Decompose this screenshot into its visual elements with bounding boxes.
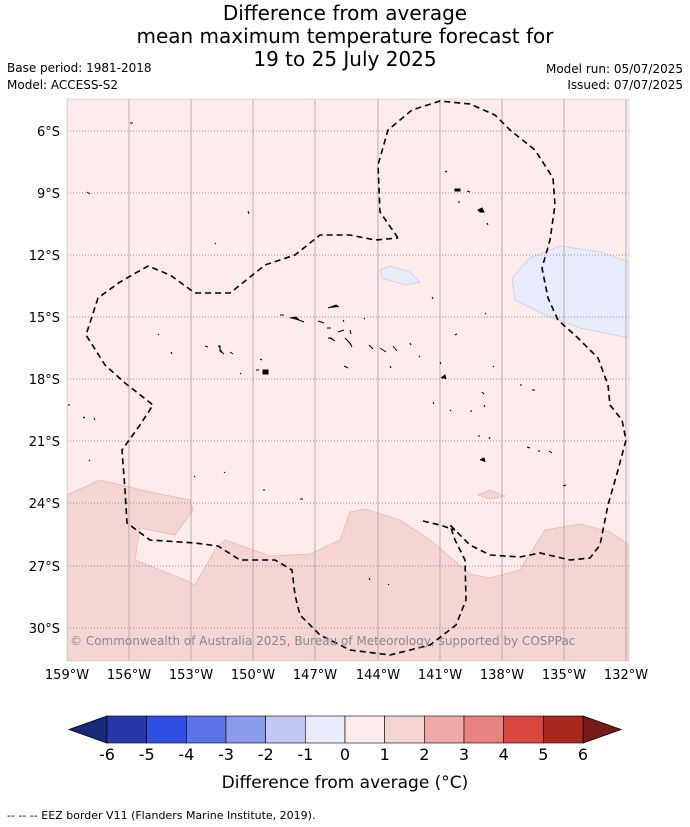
longitude-tick-label: 147°W [293, 668, 337, 683]
colorbar-tick-label: 1 [380, 745, 390, 764]
colorbar-segment [503, 715, 544, 744]
longitude-tick-label: 132°W [604, 668, 648, 683]
longitude-axis: 159°W 156°W 153°W 150°W 147°W 144°W 141°W 138°W… [45, 668, 648, 683]
anomaly-region-1-2 [67, 479, 629, 661]
longitude-tick-label: 138°W [480, 668, 524, 683]
base-period: Base period: 1981-2018 [7, 61, 152, 75]
colorbar-tick-label: 6 [578, 745, 588, 764]
colorbar-segment [265, 715, 306, 744]
colorbar-segment [186, 715, 227, 744]
latitude-tick-label: 18°S [29, 373, 60, 388]
colorbar-segment [106, 715, 147, 744]
longitude-tick-label: 144°W [356, 668, 400, 683]
colorbar-low-extend [67, 715, 108, 744]
colorbar-tick-label: -5 [139, 745, 155, 764]
latitude-tick-label: 24°S [29, 497, 60, 512]
latitude-tick-label: 30°S [29, 622, 60, 637]
map-frame [66, 98, 630, 662]
colorbar-segment [543, 715, 584, 744]
model-name: Model: ACCESS-S2 [7, 78, 119, 92]
title-line-1: Difference from average [222, 1, 468, 25]
anomaly-region-neg-small [379, 265, 421, 286]
latitude-axis: 6°S 9°S 12°S 15°S 18°S 21°S 24°S 27°S 30°S [29, 125, 60, 637]
colorbar-tick-label: -4 [178, 745, 194, 764]
colorbar-segment [463, 715, 504, 744]
latitude-tick-label: 12°S [29, 249, 60, 264]
colorbar-title: Difference from average (°C) [221, 773, 469, 793]
colorbar-tick-label: 4 [499, 745, 509, 764]
colorbar: -6 -5 -4 -3 -2 -1 0 1 2 3 4 5 6 [67, 715, 623, 764]
model-run: Model run: 05/07/2025 [545, 62, 683, 76]
colorbar-tick-label: 3 [459, 745, 469, 764]
colorbar-segment [305, 715, 346, 744]
colorbar-tick-label: 2 [419, 745, 429, 764]
title-line-2: mean maximum temperature forecast for [136, 24, 554, 48]
latitude-tick-label: 9°S [37, 187, 60, 202]
latitude-tick-label: 15°S [29, 311, 60, 326]
longitude-tick-label: 141°W [418, 668, 462, 683]
colorbar-segment [146, 715, 187, 744]
eez-border-fragment [422, 520, 456, 531]
graticule [67, 99, 629, 661]
anomaly-region-neg [511, 245, 629, 339]
eez-footnote: -- -- -- EEZ border V11 (Flanders Marine… [7, 809, 316, 822]
colorbar-tick-label: 5 [538, 745, 548, 764]
longitude-tick-label: 150°W [231, 668, 275, 683]
longitude-tick-label: 159°W [45, 668, 89, 683]
colorbar-segment [225, 715, 266, 744]
longitude-tick-label: 135°W [542, 668, 586, 683]
colorbar-tick-label: -3 [218, 745, 234, 764]
longitude-tick-label: 156°W [107, 668, 151, 683]
colorbar-tick-label: -2 [258, 745, 274, 764]
colorbar-tick-label: 0 [340, 745, 350, 764]
anomaly-region-1-2-small [476, 489, 507, 500]
latitude-tick-label: 27°S [29, 560, 60, 575]
latitude-tick-label: 6°S [37, 125, 60, 140]
colorbar-segment [424, 715, 465, 744]
colorbar-tick-label: -1 [297, 745, 313, 764]
latitude-tick-label: 21°S [29, 435, 60, 450]
colorbar-segment [344, 715, 385, 744]
eez-border [85, 100, 627, 656]
island-markers [68, 122, 567, 586]
colorbar-high-extend [582, 715, 623, 744]
colorbar-segment [384, 715, 425, 744]
issued-date: Issued: 07/07/2025 [567, 78, 683, 92]
colorbar-tick-label: -6 [99, 745, 115, 764]
title-line-3: 19 to 25 July 2025 [253, 47, 437, 71]
longitude-tick-label: 153°W [169, 668, 213, 683]
copyright-notice: © Commonwealth of Australia 2025, Bureau… [70, 634, 576, 648]
